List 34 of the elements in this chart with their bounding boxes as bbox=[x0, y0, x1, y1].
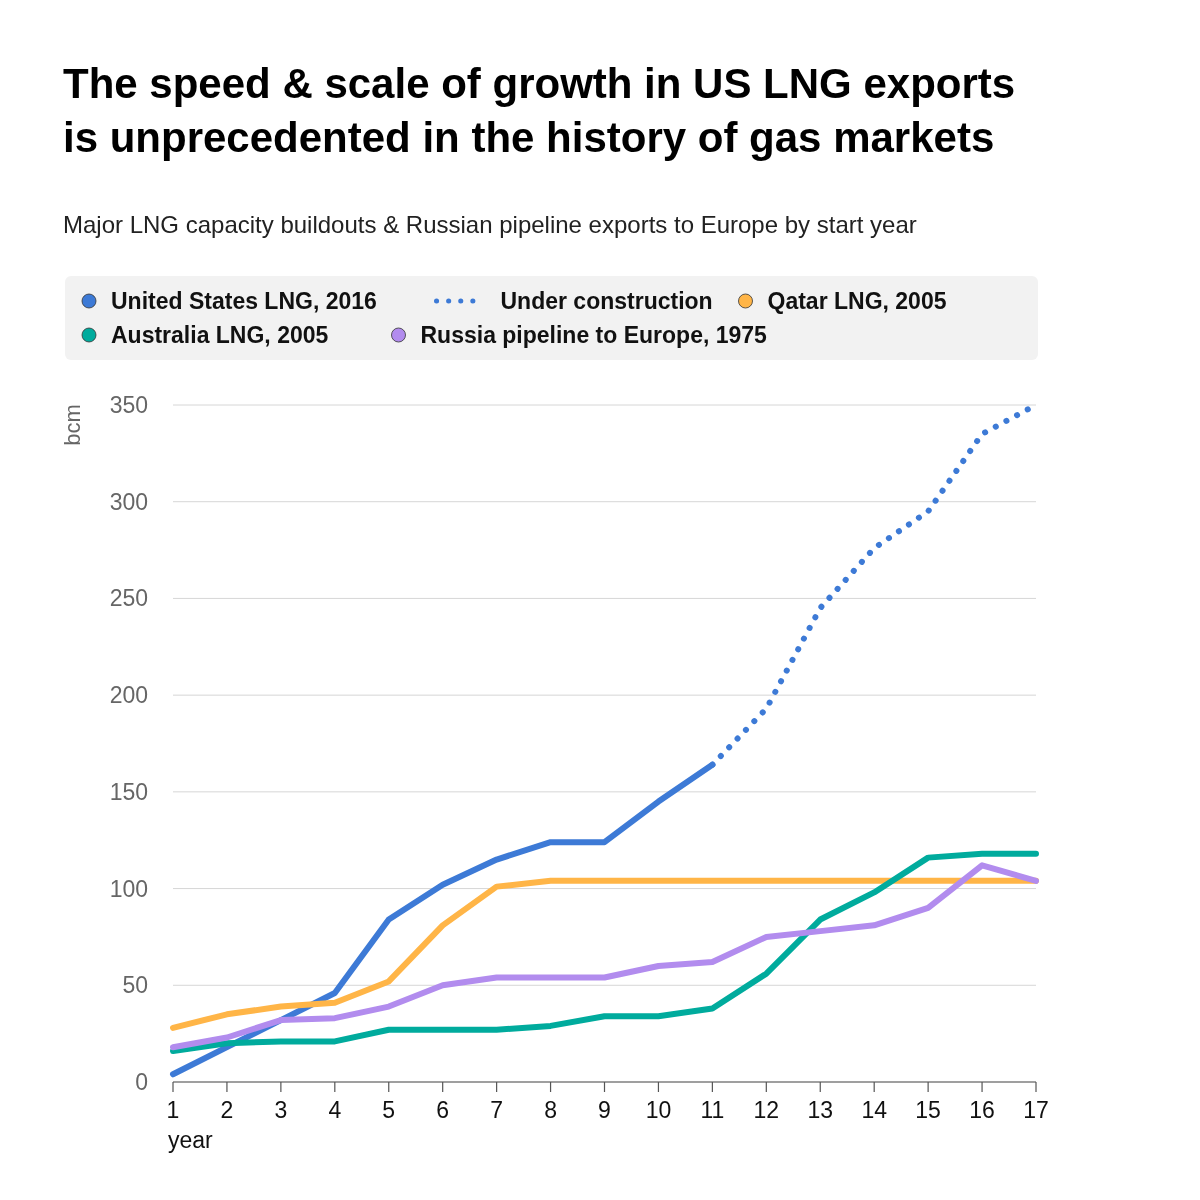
y-tick-label: 50 bbox=[122, 972, 148, 999]
y-tick-label: 150 bbox=[109, 778, 148, 805]
x-tick-label: 12 bbox=[753, 1097, 780, 1123]
legend-label: United States LNG, 2016 bbox=[111, 288, 377, 314]
x-tick-label: 11 bbox=[700, 1097, 725, 1123]
x-tick-label: 16 bbox=[969, 1097, 995, 1123]
x-tick-label: 6 bbox=[436, 1097, 450, 1123]
legend-label: Qatar LNG, 2005 bbox=[767, 288, 947, 314]
y-tick-label: 200 bbox=[109, 682, 148, 709]
legend-label: Australia LNG, 2005 bbox=[111, 322, 329, 348]
x-tick-label: 8 bbox=[544, 1097, 557, 1123]
x-tick-label: 5 bbox=[382, 1097, 396, 1123]
x-tick-label: 3 bbox=[274, 1097, 288, 1123]
x-tick-label: 13 bbox=[807, 1097, 834, 1123]
y-tick-label: 0 bbox=[135, 1069, 148, 1095]
x-tick-label: 10 bbox=[645, 1097, 672, 1123]
y-tick-label: 300 bbox=[109, 488, 148, 515]
y-axis-title: bcm bbox=[60, 404, 85, 446]
x-tick-label: 4 bbox=[328, 1097, 342, 1123]
x-tick-label: 9 bbox=[598, 1097, 611, 1123]
legend-label: Russia pipeline to Europe, 1975 bbox=[420, 322, 768, 348]
chart-subtitle: Major LNG capacity buildouts & Russian pipeline exports to Europe by start year bbox=[63, 211, 917, 238]
y-tick-label: 350 bbox=[109, 392, 148, 418]
x-tick-label: 15 bbox=[915, 1097, 941, 1123]
x-axis-title: year bbox=[168, 1127, 214, 1153]
x-tick-label: 17 bbox=[1023, 1097, 1049, 1123]
x-tick-label: 14 bbox=[861, 1097, 888, 1123]
x-tick-label: 1 bbox=[166, 1097, 180, 1123]
legend-label: Under construction bbox=[500, 288, 713, 314]
chart-title: The speed & scale of growth in US LNG exports is unprecedented in the history of gas markets bbox=[63, 60, 1016, 161]
y-tick-label: 250 bbox=[109, 585, 148, 612]
y-tick-label: 100 bbox=[109, 875, 148, 902]
x-tick-label: 2 bbox=[220, 1097, 234, 1123]
x-tick-label: 7 bbox=[490, 1097, 504, 1123]
